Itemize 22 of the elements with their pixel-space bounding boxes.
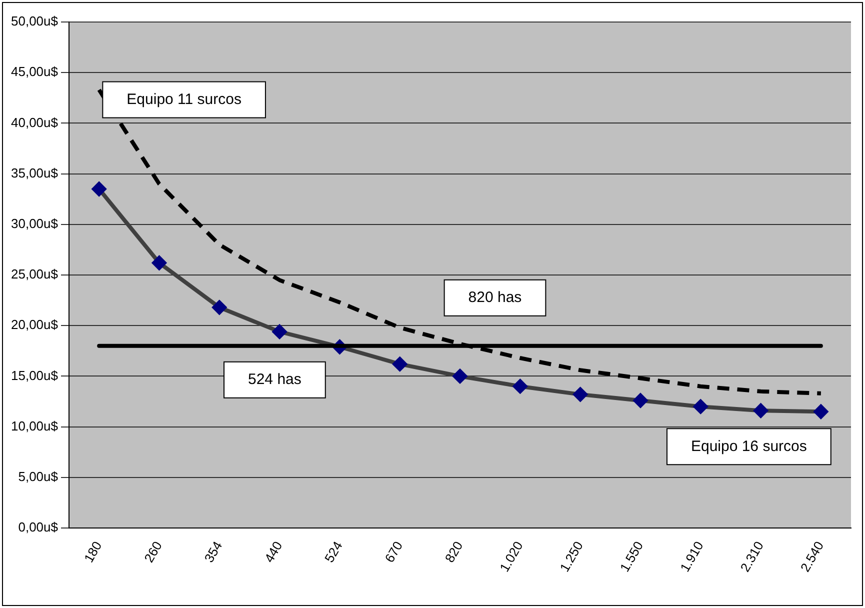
y-tick-label: 5,00u$ xyxy=(18,469,59,484)
x-tick-label: 440 xyxy=(261,538,286,566)
annotation: 524 has xyxy=(248,371,302,388)
y-tick-label: 40,00u$ xyxy=(10,114,59,130)
y-tick-label: 35,00u$ xyxy=(10,165,59,180)
y-tick-label: 50,00u$ xyxy=(10,14,59,29)
y-tick-label: 25,00u$ xyxy=(10,266,59,282)
x-tick-label: 670 xyxy=(382,538,406,566)
y-tick-label: 30,00u$ xyxy=(10,216,59,231)
x-tick-label: 820 xyxy=(442,538,466,566)
y-tick-label: 15,00u$ xyxy=(10,368,59,383)
annotation: 820 has xyxy=(468,289,522,306)
series-label: Equipo 16 surcos xyxy=(690,438,807,455)
y-tick-label: 0,00u$ xyxy=(18,520,59,535)
series-label: Equipo 11 surcos xyxy=(126,90,242,108)
x-tick-label: 354 xyxy=(201,538,226,566)
x-tick-label: 180 xyxy=(80,538,105,566)
y-tick-label: 45,00u$ xyxy=(10,64,59,80)
y-tick-label: 10,00u$ xyxy=(10,418,59,434)
y-tick-label: 20,00u$ xyxy=(10,317,59,332)
x-tick-label: 524 xyxy=(322,538,346,566)
x-tick-label: 260 xyxy=(141,538,165,566)
